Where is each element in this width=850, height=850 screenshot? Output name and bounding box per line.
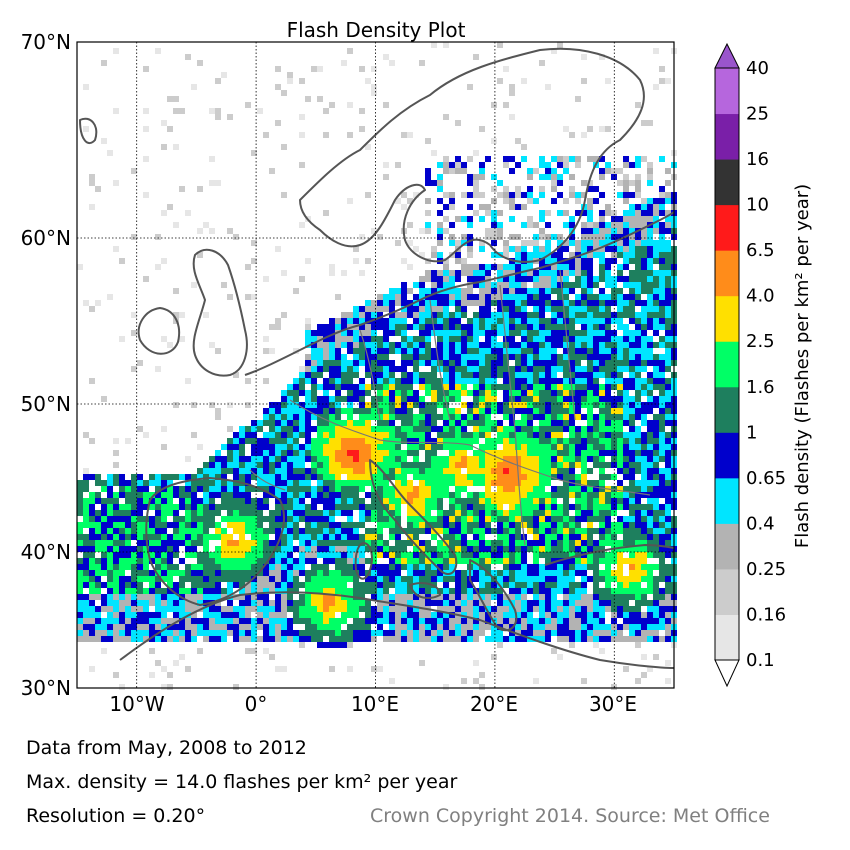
colorbar-band [715,159,739,206]
colorbar-band [715,477,739,524]
colorbar-band [715,113,739,160]
lat-tick-50: 50°N [21,392,71,416]
colorbar-band [715,432,739,479]
graticule [77,42,674,688]
colorbar-label: Flash density (Flashes per km² per year) [792,184,813,548]
colorbar-frame [714,67,740,661]
lat-tick-60: 60°N [21,226,71,250]
copyright-credit: Crown Copyright 2014. Source: Met Office [370,805,770,827]
colorbar-band [715,204,739,251]
colorbar-band [715,341,739,388]
colorbar-tick-label: 0.4 [746,513,775,534]
colorbar-under-arrow [714,659,740,688]
colorbar-tick-label: 16 [746,149,769,170]
colorbar-band [715,250,739,297]
lon-tick-0: 0° [245,692,268,716]
colorbar-tick-label: 2.5 [746,331,775,352]
colorbar-over-arrow [714,42,740,69]
colorbar-tick-label: 1.6 [746,377,775,398]
colorbar-band [715,295,739,342]
map-frame [76,41,675,689]
colorbar-band [715,614,739,661]
lat-tick-70: 70°N [21,30,71,54]
lon-tick-10w: 10°W [109,692,164,716]
longitude-axis: 10°W 0° 10°E 20°E 30°E [109,692,637,716]
lon-tick-10e: 10°E [351,692,399,716]
colorbar-tick-labels: 0.1 0.16 0.25 0.4 0.65 1 1.6 2.5 4.0 6.5 10 16 25 40 [746,58,786,671]
colorbar-tick-label: 0.25 [746,559,786,580]
colorbar-band [715,568,739,615]
plot-title: Flash Density Plot [287,18,466,42]
latitude-axis: 70°N 60°N 50°N 40°N 30°N [21,30,71,700]
coastlines [79,47,675,669]
lat-tick-40: 40°N [21,540,71,564]
lat-tick-30: 30°N [21,676,71,700]
map-panel [76,41,677,690]
colorbar-tick-label: 0.1 [746,650,775,671]
colorbar-band [715,68,739,115]
colorbar-tick-label: 0.16 [746,604,786,625]
lon-tick-30e: 30°E [589,692,637,716]
colorbar-bands [715,68,739,661]
colorbar-band [715,386,739,433]
colorbar-tick-label: 25 [746,104,769,125]
colorbar-band [715,523,739,570]
colorbar-tick-label: 4.0 [746,286,775,307]
colorbar: 0.10.160.250.40.6511.62.54.06.510162540 … [714,42,813,688]
colorbar-tick-label: 1 [746,422,757,443]
country-borders [249,269,651,546]
colorbar-tick-label: 6.5 [746,240,775,261]
footer-period: Data from May, 2008 to 2012 [26,737,307,759]
colorbar-tick-label: 0.65 [746,468,786,489]
lon-tick-20e: 20°E [470,692,518,716]
footer-resolution: Resolution = 0.20° [26,805,206,827]
colorbar-tick-label: 10 [746,195,769,216]
footer-max-density: Max. density = 14.0 flashes per km² per … [26,771,458,793]
colorbar-tick-label: 40 [746,58,769,79]
